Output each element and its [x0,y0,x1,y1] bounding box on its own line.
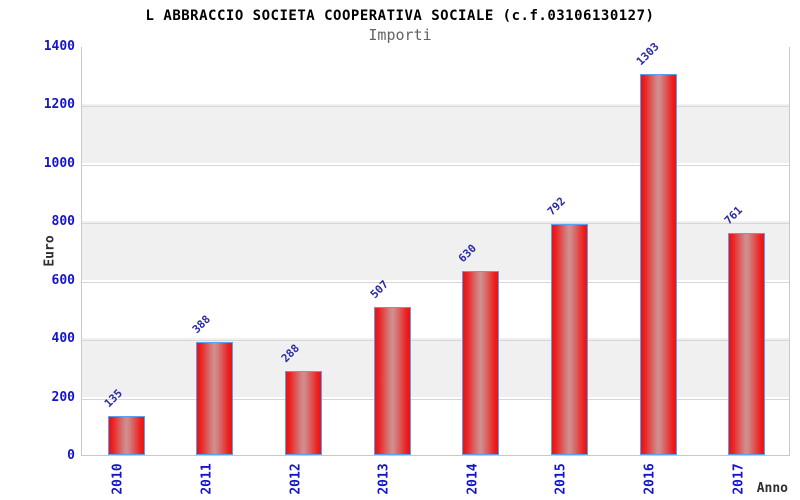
grid-line [82,398,789,400]
grid-line [82,164,789,166]
bar [374,307,411,455]
bar [462,271,499,455]
grid-band [82,221,789,280]
bar [285,371,322,455]
grid-band [82,396,789,455]
grid-line [82,281,789,283]
x-axis-tick-label: 2015 [553,463,569,495]
bar [108,416,145,455]
x-axis-tick-label: 2014 [465,463,481,495]
y-axis-label: Euro [42,235,58,267]
bar [640,74,677,455]
x-axis-label: Anno [756,481,788,496]
grid-band [82,104,789,163]
y-axis-tick-label: 1000 [43,156,75,171]
x-axis-tick-label: 2013 [376,463,392,495]
y-axis-tick-label: 0 [67,448,75,463]
chart-subtitle: Importi [368,26,432,44]
grid-band [82,162,789,222]
grid-line [82,223,789,225]
x-axis-tick-label: 2011 [199,463,215,495]
bar [196,342,233,455]
x-axis-tick-label: 2016 [642,463,658,495]
grid-line [82,106,789,108]
y-axis-tick-label: 1200 [43,97,75,112]
grid-line [82,340,789,342]
x-axis-tick-label: 2012 [288,463,304,495]
y-axis-tick-label: 400 [51,331,75,346]
plot-area: 135 388 288 507 630 792 1303 761 [81,40,790,456]
grid-band [82,338,789,397]
y-axis-tick-label: 200 [51,390,75,405]
y-axis-tick-label: 800 [51,214,75,229]
x-axis-tick-label: 2010 [110,463,126,495]
y-axis-tick-label: 1400 [43,39,75,54]
chart-title: L ABBRACCIO SOCIETA COOPERATIVA SOCIALE … [145,8,655,24]
grid-band [82,279,789,339]
grid-band [82,46,789,105]
y-axis-tick-label: 600 [51,273,75,288]
bar [728,233,765,455]
x-axis-tick-label: 2017 [731,463,747,495]
bar [551,224,588,455]
